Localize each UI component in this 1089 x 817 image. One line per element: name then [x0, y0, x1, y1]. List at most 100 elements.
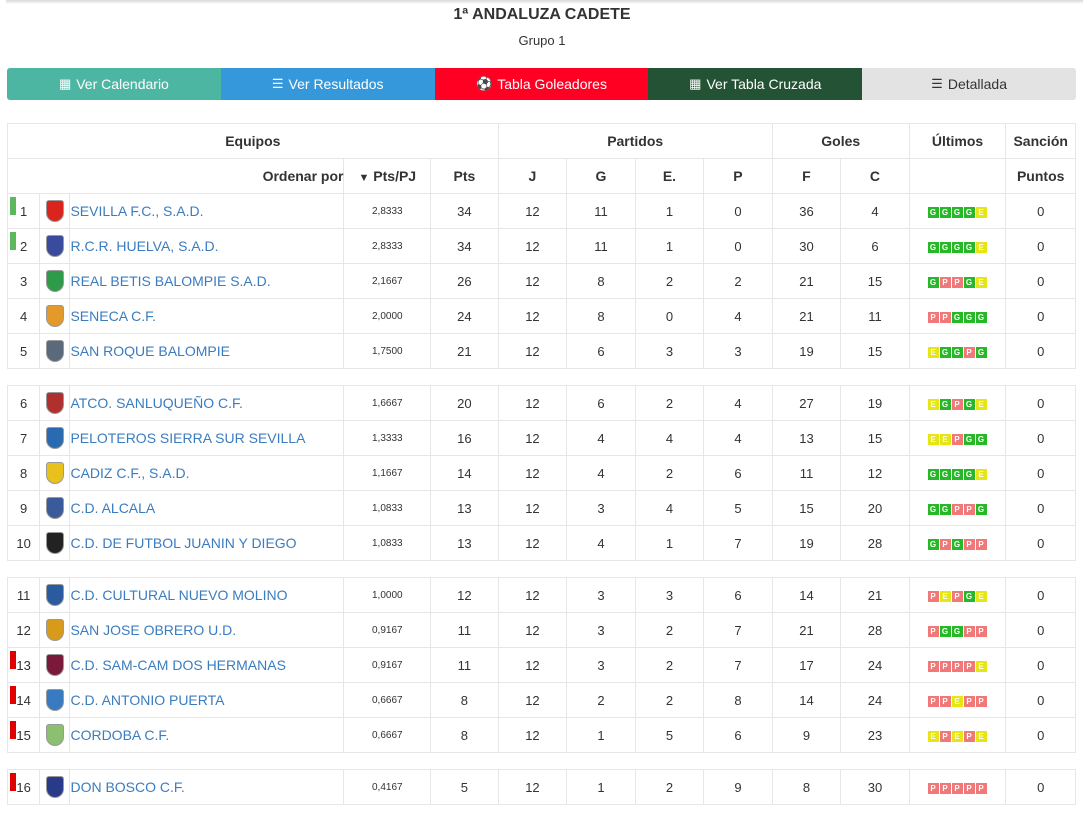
- results-button[interactable]: ☰ Ver Resultados: [220, 68, 435, 100]
- position-number: 4: [20, 308, 28, 324]
- won: 3: [566, 612, 636, 648]
- chevron-down-icon: ▼: [358, 172, 370, 184]
- team-crest-cell: [39, 193, 71, 229]
- team-name-link[interactable]: C.D. ALCALA: [69, 490, 345, 526]
- team-name-link[interactable]: C.D. SAM-CAM DOS HERMANAS: [69, 647, 345, 683]
- team-crest-icon: [45, 776, 64, 798]
- table-row: 7 PELOTEROS SIERRA SUR SEVILLA 1,3333 16 12 4…: [6, 420, 1076, 456]
- team-name-link[interactable]: SAN JOSE OBRERO U.D.: [69, 612, 345, 648]
- team-name-link[interactable]: CORDOBA C.F.: [69, 717, 345, 753]
- team-name-link[interactable]: DON BOSCO C.F.: [69, 769, 345, 805]
- table-row: 4 SENECA C.F. 2,0000 24 12 8 0 4 21 11 P P G G G 0: [6, 298, 1076, 334]
- position-number: 5: [20, 343, 28, 359]
- result-badge: P: [927, 782, 939, 794]
- sanction-points: 0: [1005, 333, 1076, 369]
- result-badge: P: [963, 695, 975, 707]
- drawn: 3: [634, 577, 705, 613]
- position-cell: 10: [6, 525, 41, 561]
- calendar-icon: ▦: [58, 76, 72, 91]
- result-badge: P: [951, 782, 963, 794]
- sanction-points: 0: [1005, 193, 1076, 229]
- team-name-link[interactable]: SEVILLA F.C., S.A.D.: [69, 193, 345, 229]
- pts-per-game: 1,6667: [343, 385, 432, 421]
- drawn: 2: [634, 769, 705, 805]
- result-badge: E: [951, 695, 963, 707]
- position-cell: 4: [6, 298, 41, 334]
- result-badge: E: [927, 433, 939, 445]
- won: 1: [566, 717, 636, 753]
- result-badge: E: [975, 241, 987, 253]
- drawn: 2: [634, 455, 705, 491]
- points: 24: [430, 298, 499, 334]
- scorers-button[interactable]: ⚽ Tabla Goleadores: [434, 68, 649, 100]
- team-crest-cell: [39, 769, 71, 805]
- promotion-marker: [10, 197, 16, 215]
- points: 26: [430, 263, 499, 299]
- goals-against: 15: [840, 263, 910, 299]
- sanction-points: 0: [1005, 455, 1076, 491]
- sanction-points: 0: [1005, 228, 1076, 264]
- crosstable-button[interactable]: ▦ Ver Tabla Cruzada: [648, 68, 863, 100]
- team-name-link[interactable]: PELOTEROS SIERRA SUR SEVILLA: [69, 420, 345, 456]
- page-subtitle: Grupo 1: [518, 33, 566, 48]
- lost: 5: [703, 490, 773, 526]
- list-alt-icon: ☰: [931, 76, 943, 91]
- header-pts[interactable]: Pts: [430, 158, 499, 194]
- team-name-link[interactable]: C.D. CULTURAL NUEVO MOLINO: [69, 577, 345, 613]
- result-badge: E: [951, 730, 963, 742]
- table-row: 6 ATCO. SANLUQUEÑO C.F. 1,6667 20 12 6 2 4 27 19 E…: [6, 385, 1076, 421]
- points: 8: [430, 682, 499, 718]
- team-name-link[interactable]: SAN ROQUE BALOMPIE: [69, 333, 345, 369]
- goals-for: 21: [771, 612, 842, 648]
- team-name-link[interactable]: R.C.R. HUELVA, S.A.D.: [69, 228, 345, 264]
- result-badge: E: [975, 468, 987, 480]
- won: 4: [566, 420, 636, 456]
- team-crest-icon: [45, 462, 64, 484]
- team-name-link[interactable]: ATCO. SANLUQUEÑO C.F.: [69, 385, 345, 421]
- drawn: 2: [634, 647, 705, 683]
- relegation-marker: [10, 773, 16, 791]
- result-badge: P: [951, 660, 963, 672]
- drawn: 2: [634, 682, 705, 718]
- result-badge: G: [963, 398, 975, 410]
- header-c: C: [840, 158, 910, 194]
- header-j: J: [497, 158, 568, 194]
- team-crest-cell: [39, 455, 71, 491]
- pts-per-game: 1,0833: [343, 525, 432, 561]
- points: 20: [430, 385, 499, 421]
- team-crest-icon: [45, 532, 64, 554]
- position-cell: 7: [6, 420, 41, 456]
- goals-against: 24: [840, 682, 910, 718]
- team-name-link[interactable]: REAL BETIS BALOMPIE S.A.D.: [69, 263, 345, 299]
- pts-per-game: 2,8333: [343, 193, 432, 229]
- goals-for: 15: [771, 490, 842, 526]
- played: 12: [497, 455, 568, 491]
- goals-for: 13: [771, 420, 842, 456]
- team-name-link[interactable]: C.D. DE FUTBOL JUANIN Y DIEGO: [69, 525, 345, 561]
- result-badge: P: [939, 538, 951, 550]
- team-name-link[interactable]: C.D. ANTONIO PUERTA: [69, 682, 345, 718]
- result-badge: P: [975, 538, 987, 550]
- won: 3: [566, 647, 636, 683]
- calendar-button[interactable]: ▦ Ver Calendario: [7, 68, 221, 100]
- result-badge: G: [939, 346, 951, 358]
- team-name-link[interactable]: SENECA C.F.: [69, 298, 345, 334]
- played: 12: [497, 717, 568, 753]
- sort-ptspj[interactable]: ▼ Pts/PJ: [343, 158, 432, 194]
- table-row: 2 R.C.R. HUELVA, S.A.D. 2,8333 34 12 11 1 0 30 6 G…: [6, 228, 1076, 264]
- played: 12: [497, 612, 568, 648]
- detailed-button[interactable]: ☰ Detallada: [862, 68, 1076, 100]
- sanction-points: 0: [1005, 647, 1076, 683]
- table-row: 1 SEVILLA F.C., S.A.D. 2,8333 34 12 11 1 0 36 4 G G…: [6, 193, 1076, 229]
- goals-against: 28: [840, 612, 910, 648]
- sanction-points: 0: [1005, 612, 1076, 648]
- lost: 7: [703, 525, 773, 561]
- pts-per-game: 1,1667: [343, 455, 432, 491]
- result-badge: G: [975, 433, 987, 445]
- team-name-link[interactable]: CADIZ C.F., S.A.D.: [69, 455, 345, 491]
- drawn: 5: [634, 717, 705, 753]
